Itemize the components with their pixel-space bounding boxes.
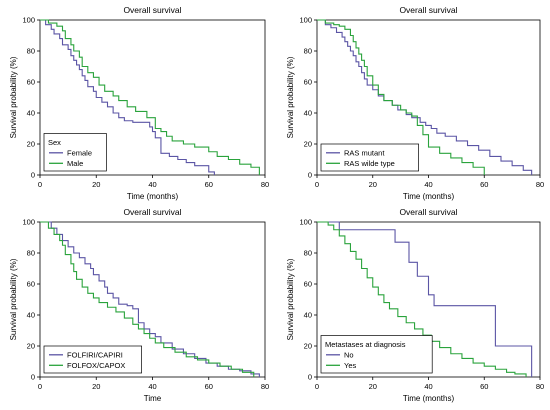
- chart-title: Overall survival: [123, 5, 181, 15]
- y-tick-label: 80: [27, 249, 35, 258]
- x-tick-label: 60: [480, 382, 488, 391]
- y-tick-label: 100: [299, 16, 312, 25]
- legend-entry-2: RAS wilde type: [344, 159, 395, 168]
- x-tick-label: 60: [480, 180, 488, 189]
- chart-panel-4: Overall survival 0 20 40 60 80 0 20 40 60 80 100 Tim…: [286, 207, 544, 403]
- y-tick-label: 80: [304, 249, 312, 258]
- y-tick-label: 0: [308, 373, 312, 382]
- x-tick-label: 40: [148, 180, 156, 189]
- y-axis-label: Survival probability (%): [286, 56, 295, 138]
- y-tick-label: 60: [304, 280, 312, 289]
- y-axis-label: Survival probability (%): [9, 258, 18, 340]
- x-tick-label: 80: [261, 382, 269, 391]
- chart-panel-2: Overall survival 0 20 40 60 80 0 20 40 60 80 100 Tim…: [286, 5, 544, 201]
- legend-entry-1: Female: [67, 149, 92, 158]
- x-tick-label: 0: [315, 382, 319, 391]
- y-tick-label: 80: [27, 47, 35, 56]
- legend-box: [43, 345, 142, 374]
- y-tick-label: 20: [304, 342, 312, 351]
- x-tick-label: 20: [92, 382, 100, 391]
- survival-curve-2: [40, 221, 255, 377]
- y-tick-label: 60: [27, 78, 35, 87]
- y-tick-label: 0: [308, 171, 312, 180]
- legend-box: [320, 143, 419, 172]
- survival-curve-2: [40, 19, 260, 175]
- legend-entry-2: Male: [67, 159, 83, 168]
- chart-title: Overall survival: [123, 207, 181, 217]
- x-tick-label: 40: [424, 180, 432, 189]
- x-tick-label: 40: [424, 382, 432, 391]
- y-tick-label: 20: [27, 342, 35, 351]
- legend-title: Sex: [48, 138, 61, 147]
- x-tick-label: 60: [205, 180, 213, 189]
- survival-curve-1: [40, 221, 260, 377]
- y-tick-label: 20: [27, 140, 35, 149]
- x-axis-label: Time: [144, 394, 162, 403]
- legend-entry-1: No: [344, 351, 354, 360]
- x-axis-label: Time (months): [127, 192, 179, 201]
- x-axis-label: Time (months): [403, 192, 455, 201]
- survival-curve-2: [317, 221, 527, 377]
- y-tick-label: 40: [27, 109, 35, 118]
- x-tick-label: 20: [369, 180, 377, 189]
- x-tick-label: 60: [205, 382, 213, 391]
- y-tick-label: 40: [27, 311, 35, 320]
- y-axis-label: Survival probability (%): [286, 258, 295, 340]
- legend-entry-2: FOLFOX/CAPOX: [67, 361, 125, 370]
- y-tick-label: 80: [304, 47, 312, 56]
- x-tick-label: 80: [536, 382, 544, 391]
- survival-curve-2: [317, 19, 485, 175]
- survival-curve-1: [317, 221, 533, 377]
- y-tick-label: 100: [22, 16, 35, 25]
- chart-title: Overall survival: [399, 5, 457, 15]
- y-tick-label: 60: [27, 280, 35, 289]
- y-axis-label: Survival probability (%): [9, 56, 18, 138]
- x-tick-label: 40: [148, 382, 156, 391]
- legend-title: Metastases at diagnosis: [325, 340, 406, 349]
- x-tick-label: 20: [92, 180, 100, 189]
- y-tick-label: 40: [304, 109, 312, 118]
- y-tick-label: 40: [304, 311, 312, 320]
- x-tick-label: 0: [38, 180, 42, 189]
- y-tick-label: 100: [299, 218, 312, 227]
- x-tick-label: 0: [38, 382, 42, 391]
- legend-entry-2: Yes: [344, 361, 356, 370]
- x-tick-label: 20: [369, 382, 377, 391]
- legend-entry-1: RAS mutant: [344, 149, 385, 158]
- chart-title: Overall survival: [399, 207, 457, 217]
- y-tick-label: 100: [22, 218, 35, 227]
- y-tick-label: 60: [304, 78, 312, 87]
- y-tick-label: 0: [31, 171, 35, 180]
- chart-panel-1: Overall survival 0 20 40 60 80 0 20 40 60 80 100 Tim…: [9, 5, 269, 201]
- legend-entry-1: FOLFIRI/CAPIRI: [67, 351, 123, 360]
- x-tick-label: 80: [536, 180, 544, 189]
- y-tick-label: 0: [31, 373, 35, 382]
- x-tick-label: 80: [261, 180, 269, 189]
- x-tick-label: 0: [315, 180, 319, 189]
- y-tick-label: 20: [304, 140, 312, 149]
- chart-panel-3: Overall survival 0 20 40 60 80 0 20 40 60 80 100 Tim…: [9, 207, 269, 403]
- x-axis-label: Time (months): [403, 394, 455, 403]
- survival-curve-1: [40, 19, 215, 175]
